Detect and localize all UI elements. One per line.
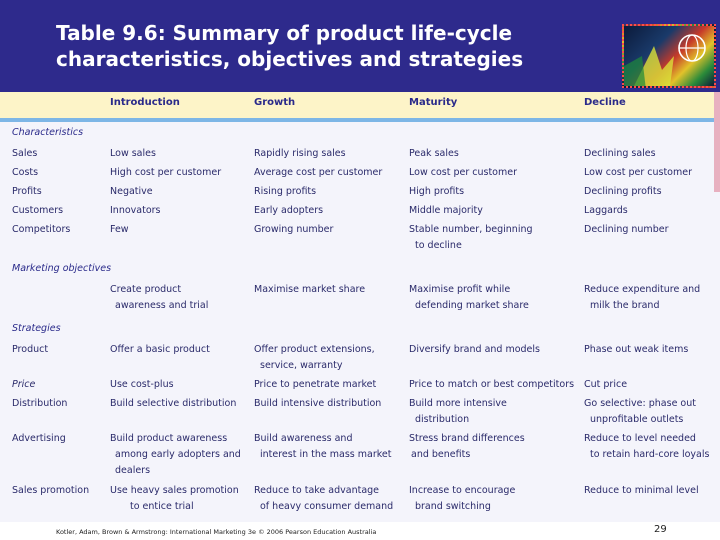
cell-distribution-growth: Build intensive distribution: [254, 398, 382, 409]
cell-distribution-decline-line2: unprofitable outlets: [590, 414, 684, 425]
cell-sales-introduction: Low sales: [110, 148, 156, 159]
cell-product-decline: Phase out weak items: [584, 344, 689, 355]
cell-sales-decline: Declining sales: [584, 148, 656, 159]
lifecycle-table: Characteristics Sales Low sales Rapidly …: [0, 122, 720, 522]
page-number: 29: [654, 524, 667, 535]
cell-advertising-growth-line1: Build awareness and: [254, 433, 353, 444]
column-header-decline: Decline: [584, 97, 626, 108]
cell-competitors-introduction: Few: [110, 224, 129, 235]
cell-competitors-maturity-line2: to decline: [415, 240, 462, 251]
cell-profits-growth: Rising profits: [254, 186, 317, 197]
cell-customers-maturity: Middle majority: [409, 205, 483, 216]
cell-product-introduction: Offer a basic product: [110, 344, 210, 355]
cell-price-growth: Price to penetrate market: [254, 379, 377, 390]
cell-advertising-introduction-line2: among early adopters and: [115, 449, 241, 460]
slide-footer: Kotler, Adam, Brown & Armstrong: Interna…: [0, 522, 720, 540]
row-label-price: Price: [12, 379, 36, 390]
cell-advertising-maturity-line1: Stress brand differences: [409, 433, 525, 444]
cell-price-maturity: Price to match or best competitors: [409, 379, 575, 390]
cell-competitors-maturity-line1: Stable number, beginning: [409, 224, 533, 235]
cell-distribution-maturity-line2: distribution: [415, 414, 470, 425]
cell-distribution-introduction: Build selective distribution: [110, 398, 237, 409]
table-header-row: Introduction Growth Maturity Decline: [0, 92, 720, 118]
cell-advertising-introduction-line3: dealers: [115, 465, 151, 476]
cell-customers-decline: Laggards: [584, 205, 628, 216]
title-line-1: Table 9.6: Summary of product life-cycle: [56, 21, 513, 45]
cell-objectives-growth: Maximise market share: [254, 284, 366, 295]
row-label-profits: Profits: [12, 186, 42, 197]
cell-product-growth-line1: Offer product extensions,: [254, 344, 375, 355]
row-label-advertising: Advertising: [12, 433, 66, 444]
column-header-growth: Growth: [254, 97, 296, 108]
globe-icon: [624, 34, 706, 86]
decorative-edge: [714, 92, 720, 192]
cell-competitors-growth: Growing number: [254, 224, 334, 235]
cell-advertising-maturity-line2: and benefits: [411, 449, 471, 460]
column-header-introduction: Introduction: [110, 97, 180, 108]
cell-costs-maturity: Low cost per customer: [409, 167, 517, 178]
cell-sales-promotion-growth-line2: of heavy consumer demand: [260, 501, 394, 512]
cell-product-growth-line2: service, warranty: [260, 360, 343, 371]
row-label-competitors: Competitors: [12, 224, 71, 235]
cell-advertising-decline-line1: Reduce to level needed: [584, 433, 696, 444]
slide-header: Table 9.6: Summary of product life-cycle…: [0, 0, 720, 92]
slide-title: Table 9.6: Summary of product life-cycle…: [56, 20, 616, 72]
cell-objectives-decline-line1: Reduce expenditure and: [584, 284, 701, 295]
cell-sales-promotion-growth-line1: Reduce to take advantage: [254, 485, 380, 496]
column-header-maturity: Maturity: [409, 97, 458, 108]
cell-distribution-maturity-line1: Build more intensive: [409, 398, 507, 409]
section-characteristics: Characteristics: [12, 127, 84, 138]
cell-costs-introduction: High cost per customer: [110, 167, 222, 178]
cell-sales-promotion-introduction-line2: to entice trial: [130, 501, 194, 512]
cell-advertising-introduction-line1: Build product awareness: [110, 433, 228, 444]
cell-distribution-decline-line1: Go selective: phase out: [584, 398, 696, 409]
cell-sales-growth: Rapidly rising sales: [254, 148, 346, 159]
row-label-distribution: Distribution: [12, 398, 68, 409]
row-label-sales: Sales: [12, 148, 38, 159]
cell-sales-promotion-maturity-line2: brand switching: [415, 501, 491, 512]
row-label-sales-promotion: Sales promotion: [12, 485, 90, 496]
cell-advertising-decline-line2: to retain hard-core loyals: [590, 449, 710, 460]
cell-sales-maturity: Peak sales: [409, 148, 459, 159]
cell-advertising-growth-line2: interest in the mass market: [260, 449, 392, 460]
row-label-customers: Customers: [12, 205, 64, 216]
cell-objectives-introduction-line1: Create product: [110, 284, 182, 295]
cell-costs-decline: Low cost per customer: [584, 167, 692, 178]
section-strategies: Strategies: [12, 323, 61, 334]
cell-product-maturity: Diversify brand and models: [409, 344, 540, 355]
cell-objectives-introduction-line2: awareness and trial: [115, 300, 209, 311]
cell-sales-promotion-decline: Reduce to minimal level: [584, 485, 699, 496]
row-label-costs: Costs: [12, 167, 39, 178]
copyright-credit: Kotler, Adam, Brown & Armstrong: Interna…: [56, 528, 377, 536]
cell-objectives-maturity-line1: Maximise profit while: [409, 284, 511, 295]
cell-objectives-maturity-line2: defending market share: [415, 300, 529, 311]
cell-sales-promotion-introduction-line1: Use heavy sales promotion: [110, 485, 239, 496]
cell-customers-introduction: Innovators: [110, 205, 161, 216]
cell-profits-decline: Declining profits: [584, 186, 662, 197]
cell-costs-growth: Average cost per customer: [254, 167, 383, 178]
cell-profits-introduction: Negative: [110, 186, 153, 197]
cell-sales-promotion-maturity-line1: Increase to encourage: [409, 485, 516, 496]
cell-price-decline: Cut price: [584, 379, 628, 390]
cell-objectives-decline-line2: milk the brand: [590, 300, 660, 311]
cell-customers-growth: Early adopters: [254, 205, 324, 216]
title-line-2: characteristics, objectives and strategi…: [56, 47, 524, 71]
publisher-logo-image: [622, 24, 716, 88]
row-label-product: Product: [12, 344, 49, 355]
cell-price-introduction: Use cost-plus: [110, 379, 174, 390]
header-divider: [0, 118, 720, 122]
section-marketing-objectives: Marketing objectives: [12, 263, 112, 274]
cell-competitors-decline: Declining number: [584, 224, 669, 235]
cell-profits-maturity: High profits: [409, 186, 465, 197]
